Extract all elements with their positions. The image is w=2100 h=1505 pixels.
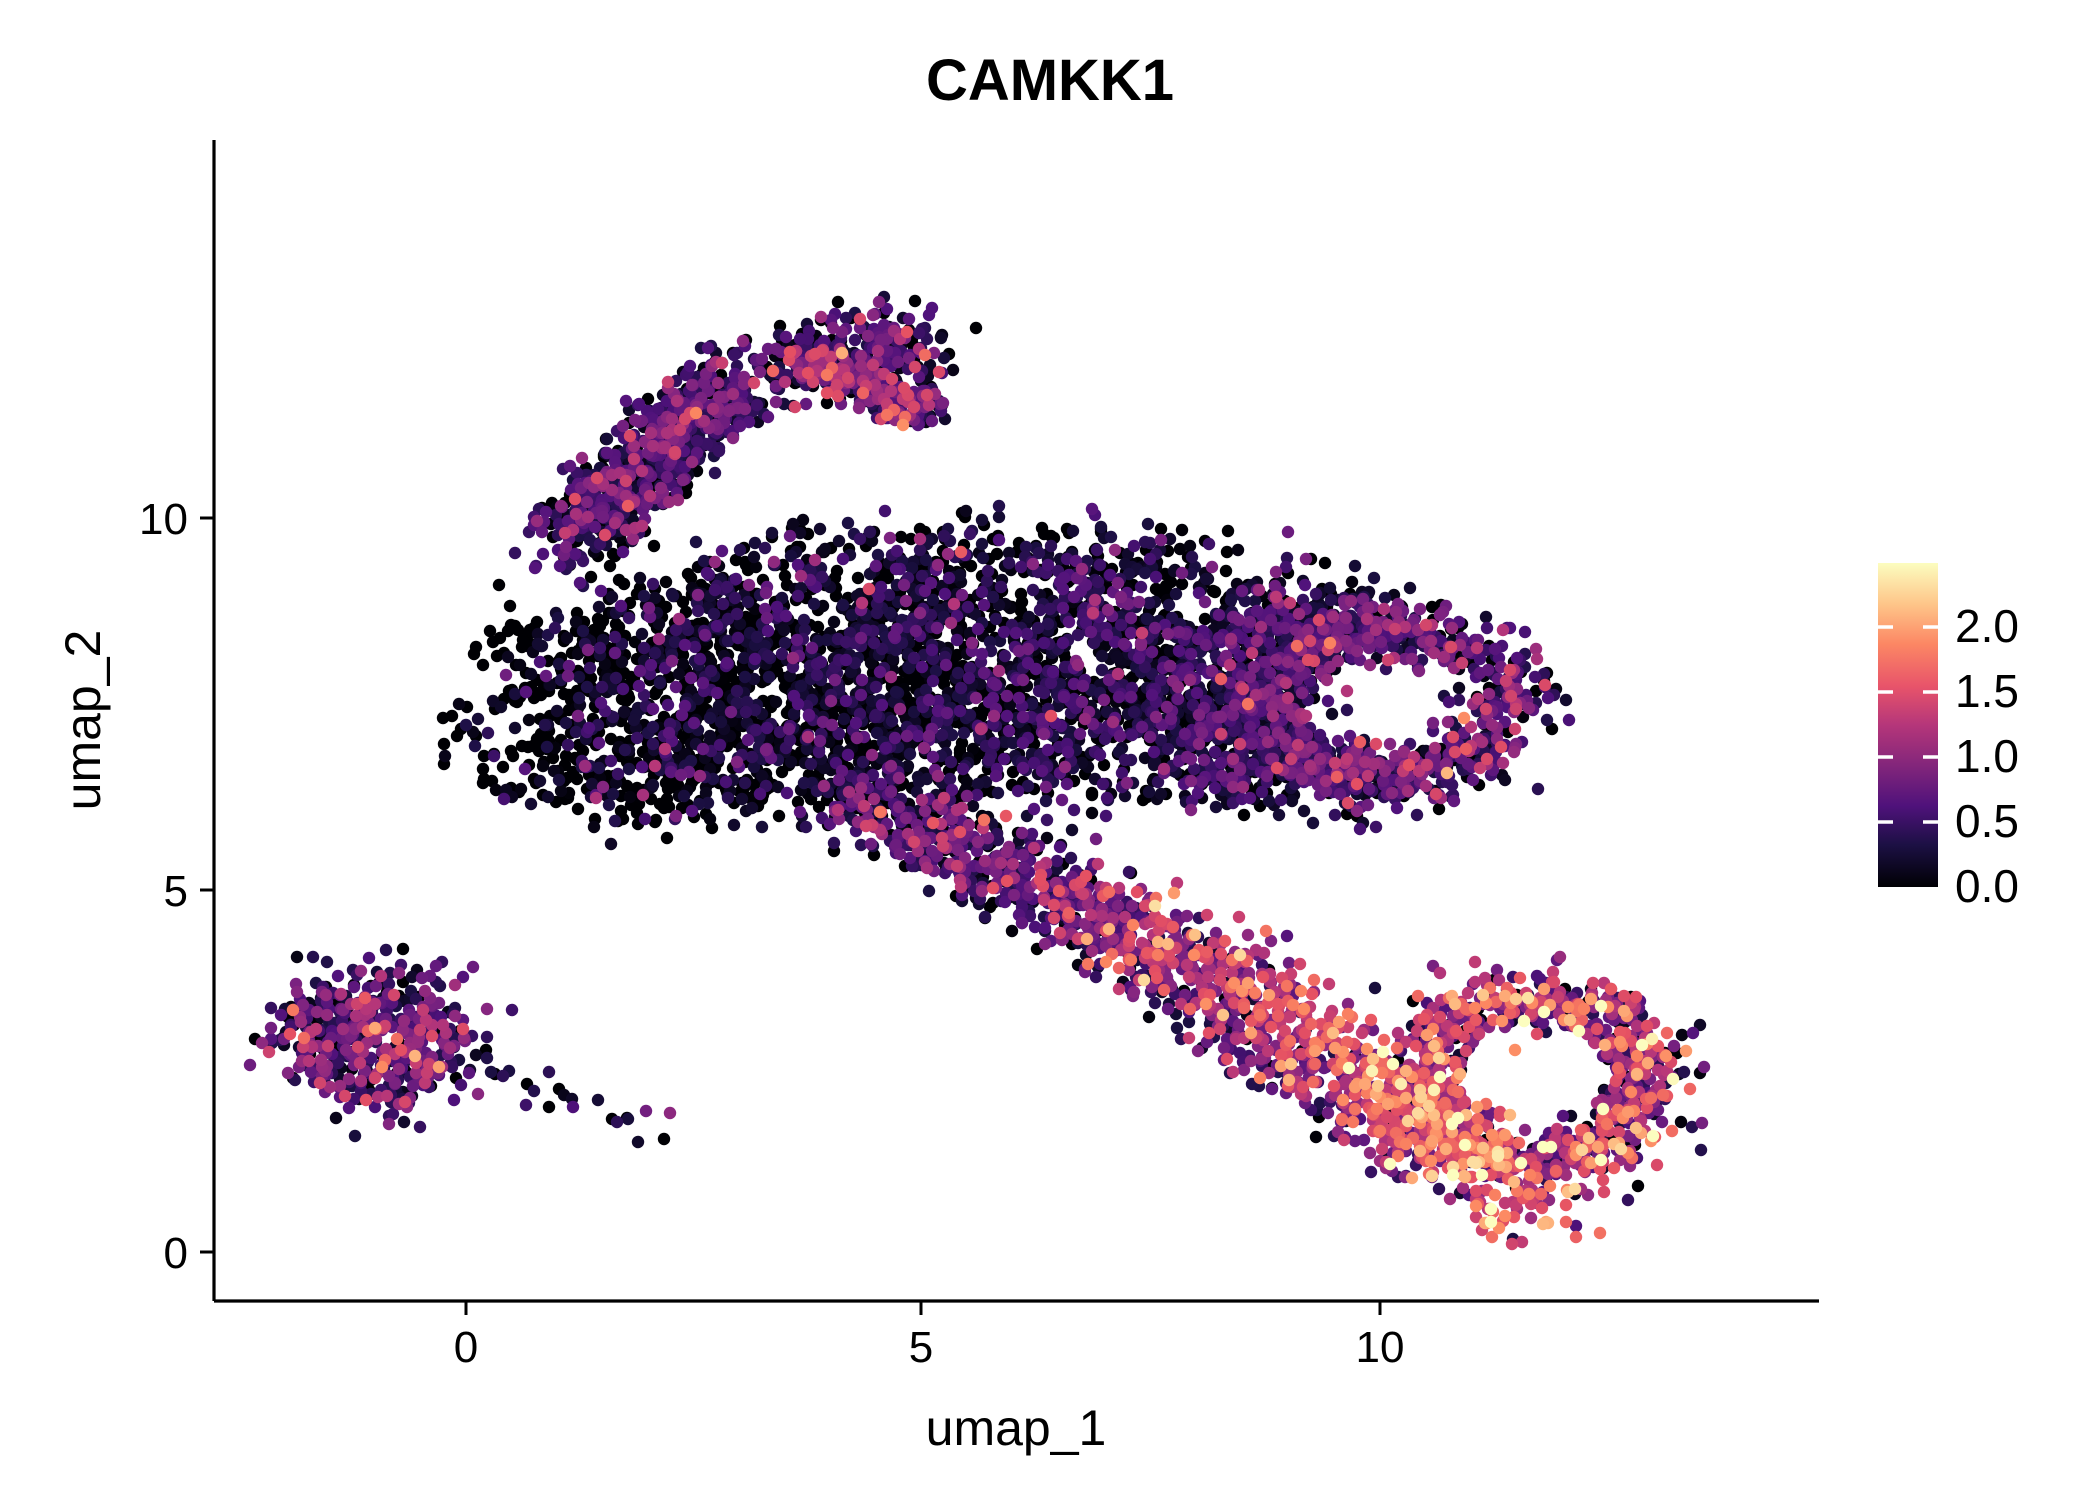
svg-text:10: 10 — [139, 495, 188, 544]
svg-text:0: 0 — [164, 1229, 188, 1278]
svg-text:umap_2: umap_2 — [55, 630, 111, 811]
svg-text:5: 5 — [164, 867, 188, 916]
svg-text:10: 10 — [1356, 1323, 1405, 1372]
svg-text:CAMKK1: CAMKK1 — [926, 48, 1174, 113]
svg-text:0: 0 — [454, 1323, 478, 1372]
svg-text:umap_1: umap_1 — [926, 1400, 1107, 1456]
svg-text:5: 5 — [909, 1323, 933, 1372]
